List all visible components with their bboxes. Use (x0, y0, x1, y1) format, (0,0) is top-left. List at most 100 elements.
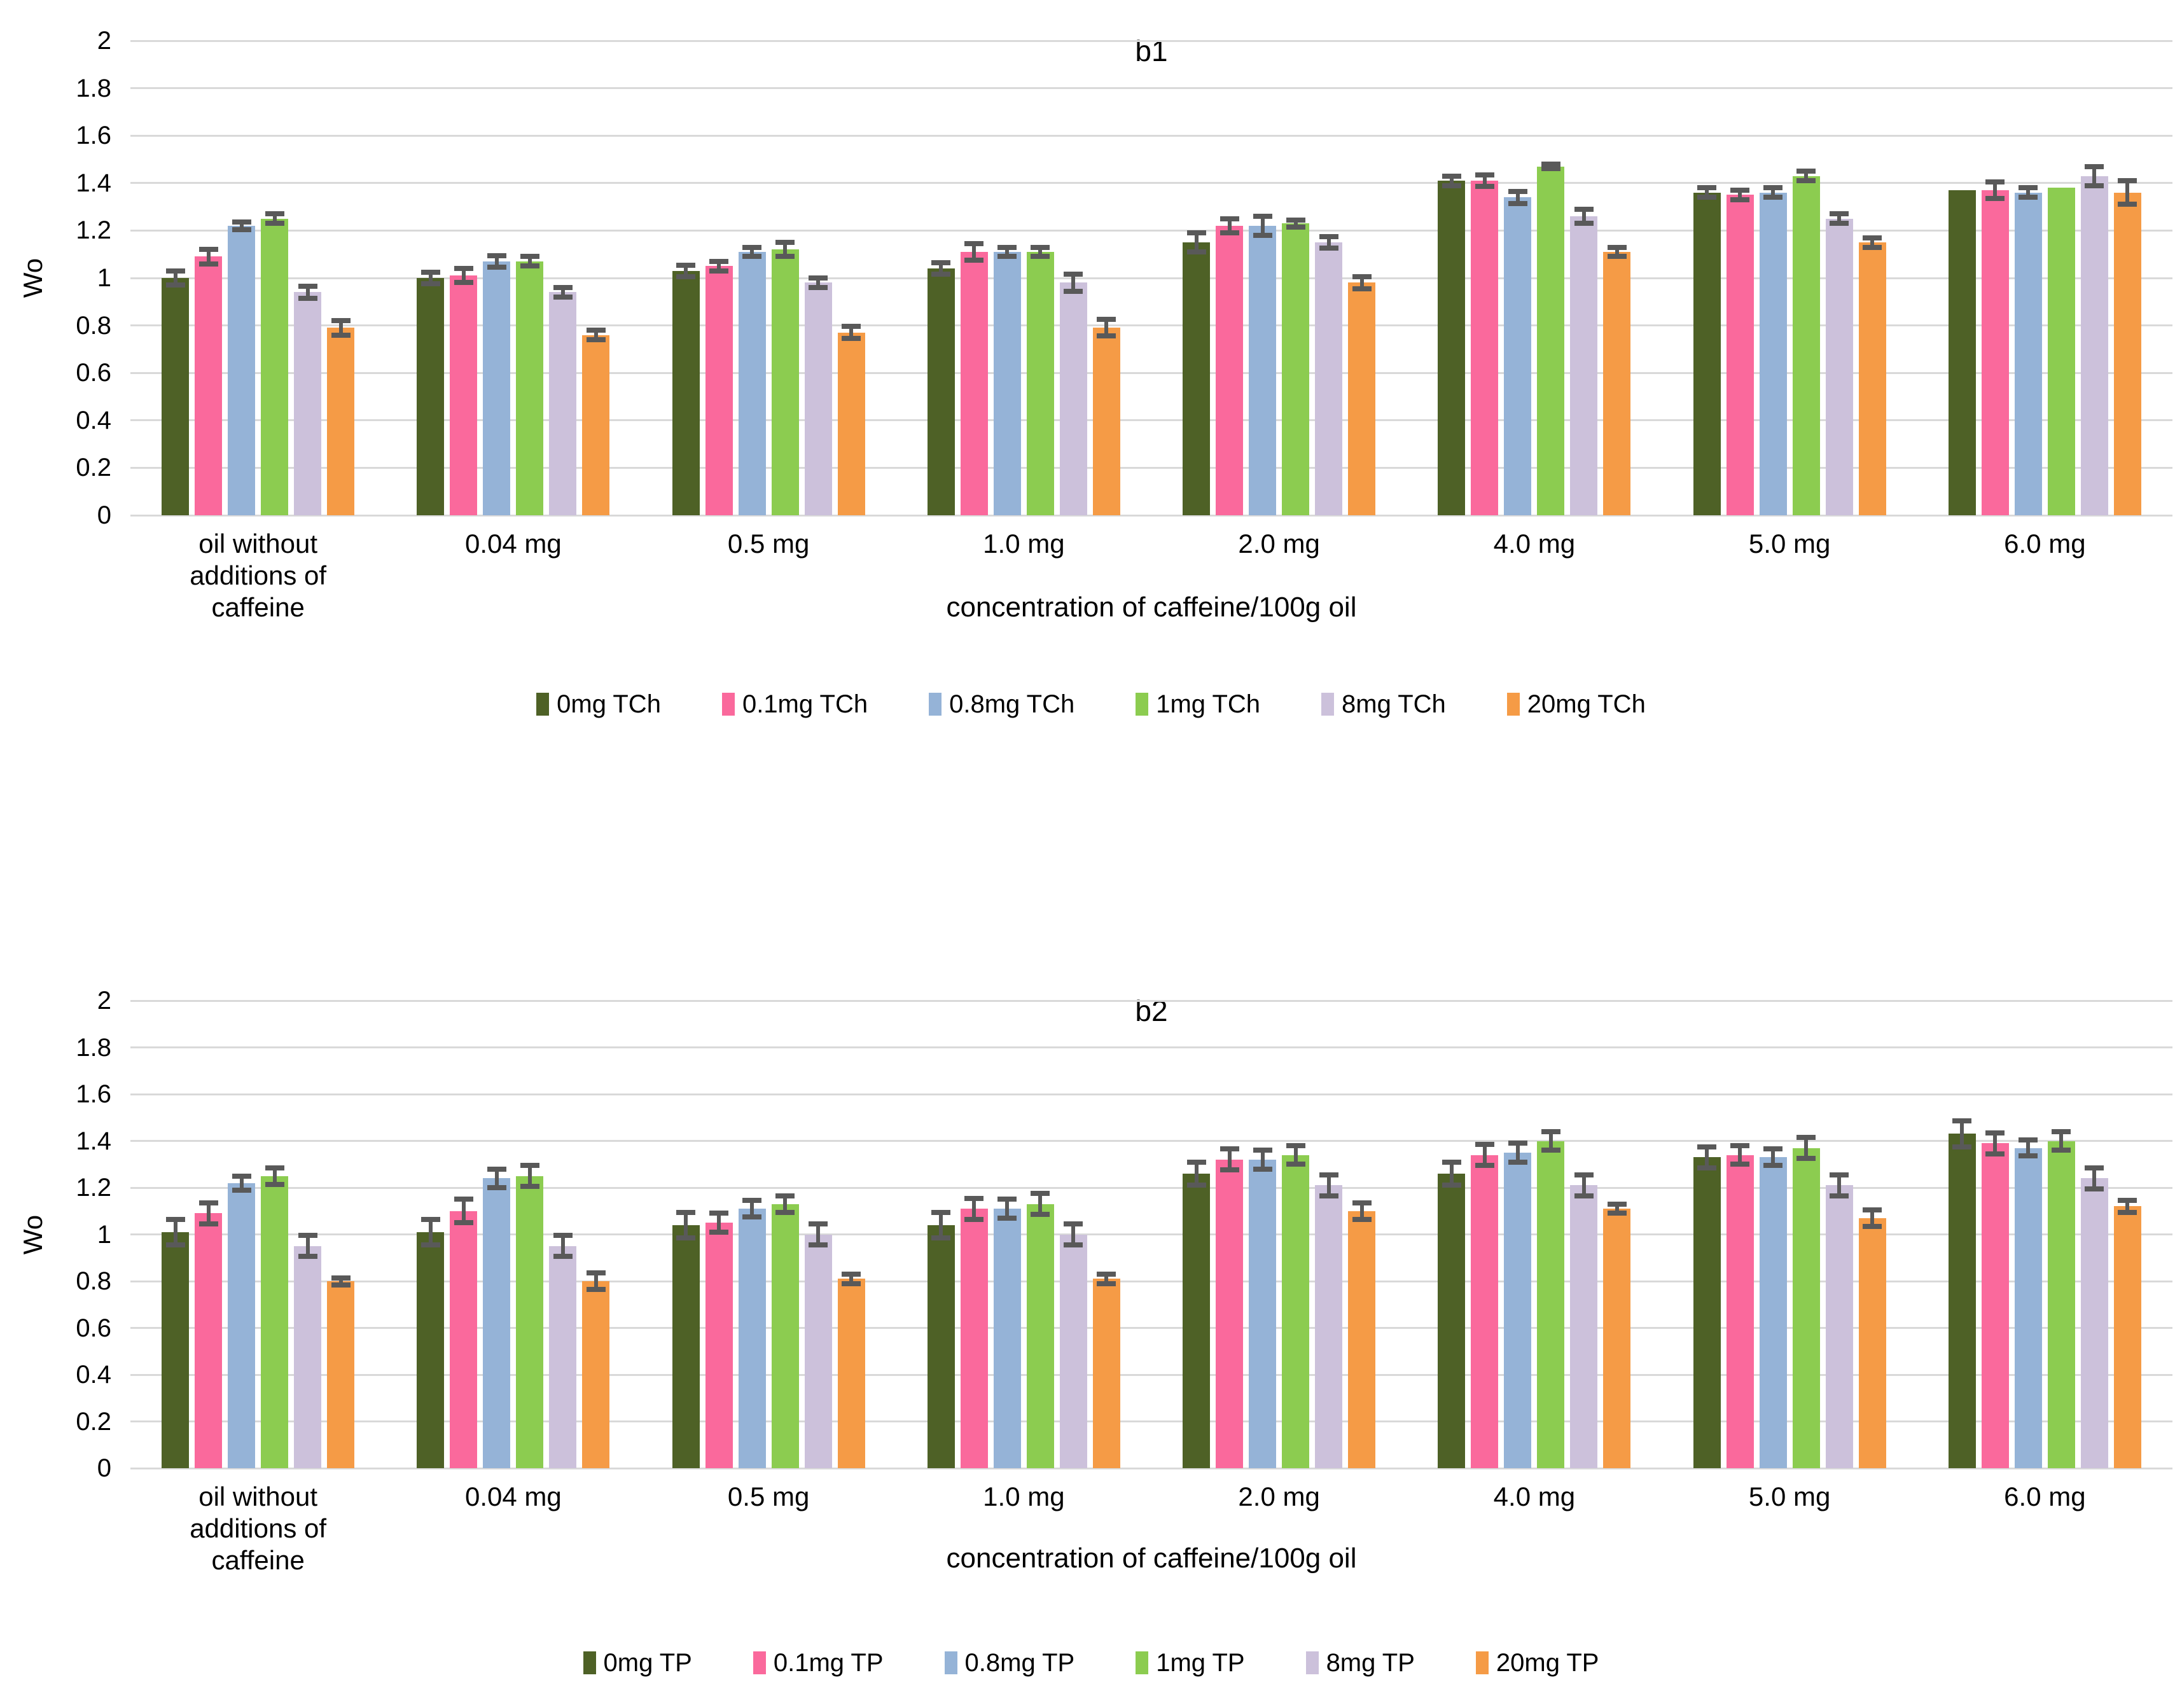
gridline (130, 1327, 2172, 1329)
error-bar-part (272, 1167, 277, 1184)
error-bar (1442, 173, 1461, 188)
error-bar-part (1863, 235, 1882, 240)
error-bar-part (842, 324, 861, 330)
error-bar (842, 1272, 861, 1286)
error-bar-part (1253, 214, 1272, 219)
error-bar (1697, 1144, 1717, 1170)
error-bar-part (1319, 233, 1338, 239)
bar-1mg-TCh (1537, 166, 1565, 515)
error-bar (198, 247, 218, 267)
error-bar-part (931, 1235, 951, 1241)
error-bar (331, 318, 351, 338)
x-category-labels: oil without additions of caffeine 0.04 mg… (130, 528, 2172, 623)
error-bar (1097, 1272, 1116, 1286)
error-bar-part (1870, 237, 1875, 247)
bar-0.8mg-TP (1504, 1152, 1532, 1468)
y-tick-label: 0.4 (76, 1361, 111, 1389)
bar-0mg-TP (672, 1225, 700, 1468)
error-bar-part (206, 249, 211, 264)
legend-label: 0.8mg TP (964, 1649, 1075, 1677)
gridline (130, 277, 2172, 279)
error-bar (420, 1216, 440, 1248)
error-bar (1952, 1118, 1972, 1149)
error-bar-part (239, 1176, 244, 1190)
legend-item-8mg-TP: 8mg TP (1305, 1649, 1415, 1677)
error-bar-part (586, 1270, 606, 1276)
gridline (130, 324, 2172, 327)
error-bar-part (1097, 1281, 1116, 1286)
bar-0.8mg-TP (2014, 1148, 2042, 1468)
error-bar-part (1319, 1172, 1338, 1177)
error-bar (1352, 274, 1372, 291)
legend-item-20mg-TP: 20mg TP (1475, 1649, 1599, 1677)
legend-label: 20mg TP (1496, 1649, 1599, 1677)
error-bar-part (1352, 1216, 1372, 1222)
error-bar-part (520, 254, 539, 260)
error-bar-part (1326, 1174, 1331, 1196)
error-bar-part (1220, 1167, 1239, 1173)
bar-8mg-TCh (2080, 176, 2108, 515)
error-bar (2118, 178, 2137, 207)
error-bar-part (1326, 236, 1331, 249)
error-bar-part (842, 336, 861, 342)
error-bar-part (775, 1209, 795, 1215)
bar-8mg-TCh (549, 292, 577, 515)
error-bar (775, 240, 795, 260)
error-bar-part (717, 261, 721, 271)
legend-item-1mg-TP: 1mg TP (1136, 1649, 1245, 1677)
gridline (130, 1186, 2172, 1189)
error-bar (2118, 1198, 2137, 1215)
x-category-label: 5.0 mg (1748, 529, 1831, 559)
error-bar-part (461, 268, 466, 283)
error-bar-part (420, 269, 440, 275)
bar-0.1mg-TCh (195, 256, 223, 515)
error-bar (232, 1173, 251, 1193)
error-bar-part (1863, 244, 1882, 250)
error-bar-part (1607, 244, 1627, 250)
gridline (130, 1373, 2172, 1376)
legend-label: 1mg TP (1156, 1649, 1245, 1677)
error-bar (709, 258, 729, 274)
error-bar-part (1796, 1156, 1816, 1162)
error-bar-part (1186, 1183, 1206, 1188)
bar-20mg-TP (1348, 1211, 1376, 1468)
y-tick-label: 1 (97, 1220, 111, 1249)
bar-group (1407, 1001, 1662, 1468)
error-bar-part (809, 1221, 828, 1226)
error-bar-part (742, 254, 762, 260)
error-bar-part (1194, 233, 1199, 252)
error-bar (775, 1193, 795, 1215)
error-bar-part (165, 1216, 185, 1222)
bar-8mg-TP (294, 1246, 322, 1468)
bar-group (386, 41, 641, 515)
error-bar-part (454, 266, 473, 272)
error-bar-part (1796, 169, 1816, 174)
error-bar-part (1005, 247, 1010, 257)
error-bar (1508, 1141, 1527, 1165)
legend-item-0.1mg-TP: 0.1mg TP (753, 1649, 884, 1677)
error-bar-part (1482, 1144, 1487, 1166)
error-bar-part (964, 1195, 984, 1201)
bar-20mg-TCh (1858, 242, 1886, 515)
error-bar-part (775, 254, 795, 260)
error-bar-part (842, 1272, 861, 1277)
error-bar (1763, 1146, 1783, 1169)
error-bar-part (165, 1242, 185, 1248)
gridline (130, 1046, 2172, 1048)
error-bar-part (1449, 176, 1454, 186)
x-axis-title: concentration of caffeine/100g oil (946, 1543, 1357, 1574)
bar-0mg-TCh (927, 268, 955, 515)
error-bar (742, 244, 762, 260)
error-bar-part (1097, 317, 1116, 323)
bar-0.8mg-TCh (483, 261, 511, 515)
bar-0.1mg-TCh (1981, 190, 2009, 515)
error-bar-part (1738, 190, 1742, 200)
bar-0.8mg-TCh (1504, 197, 1532, 515)
error-bar-part (1449, 1162, 1454, 1186)
legend-swatch-icon (929, 693, 942, 716)
y-tick-label: 2 (97, 27, 111, 55)
legend-label: 20mg TCh (1527, 690, 1646, 718)
bar-20mg-TP (582, 1281, 610, 1468)
error-bar (1574, 206, 1594, 226)
error-bar-part (1863, 1223, 1882, 1229)
